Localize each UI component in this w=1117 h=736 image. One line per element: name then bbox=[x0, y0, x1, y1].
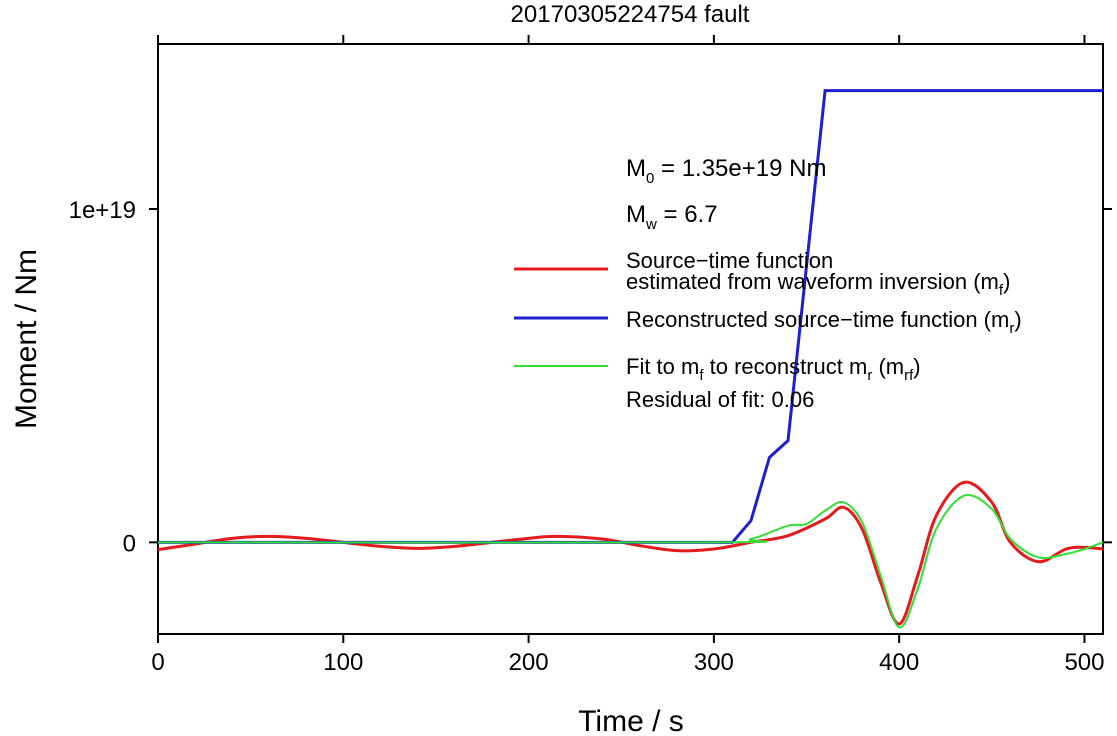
legend-label-mf-line2: estimated from waveform inversion (mf) bbox=[626, 269, 1010, 299]
x-tick-label: 300 bbox=[694, 649, 734, 676]
residual-annotation: Residual of fit: 0.06 bbox=[626, 387, 814, 412]
x-tick-label: 500 bbox=[1064, 649, 1104, 676]
x-tick-label: 100 bbox=[323, 649, 363, 676]
legend: Source−time function estimated from wave… bbox=[514, 248, 1022, 412]
y-axis-ticks: 0 1e+19 bbox=[69, 197, 1112, 557]
mw-annotation: Mw = 6.7 bbox=[626, 201, 718, 233]
y-tick-label: 0 bbox=[123, 530, 136, 557]
legend-label-mrf: Fit to mf to reconstruct mr (mrf) bbox=[626, 354, 921, 384]
x-axis-ticks: 0 100 200 300 400 500 bbox=[151, 35, 1104, 676]
legend-label-mf-line1: Source−time function bbox=[626, 248, 833, 273]
plot-frame bbox=[157, 43, 1104, 635]
series-mrf-line bbox=[157, 493, 1104, 629]
chart-title: 20170305224754 fault bbox=[511, 1, 750, 28]
y-tick-label: 1e+19 bbox=[69, 197, 136, 224]
x-tick-label: 200 bbox=[509, 649, 549, 676]
legend-label-mr: Reconstructed source−time function (mr) bbox=[626, 307, 1022, 337]
x-tick-label: 400 bbox=[879, 649, 919, 676]
y-axis-title: Moment / Nm bbox=[10, 249, 43, 429]
series-mf-line bbox=[157, 480, 1104, 626]
series-group bbox=[157, 89, 1104, 629]
m0-annotation: M0 = 1.35e+19 Nm bbox=[626, 155, 826, 187]
x-tick-label: 0 bbox=[151, 649, 164, 676]
x-axis-title: Time / s bbox=[578, 705, 684, 736]
